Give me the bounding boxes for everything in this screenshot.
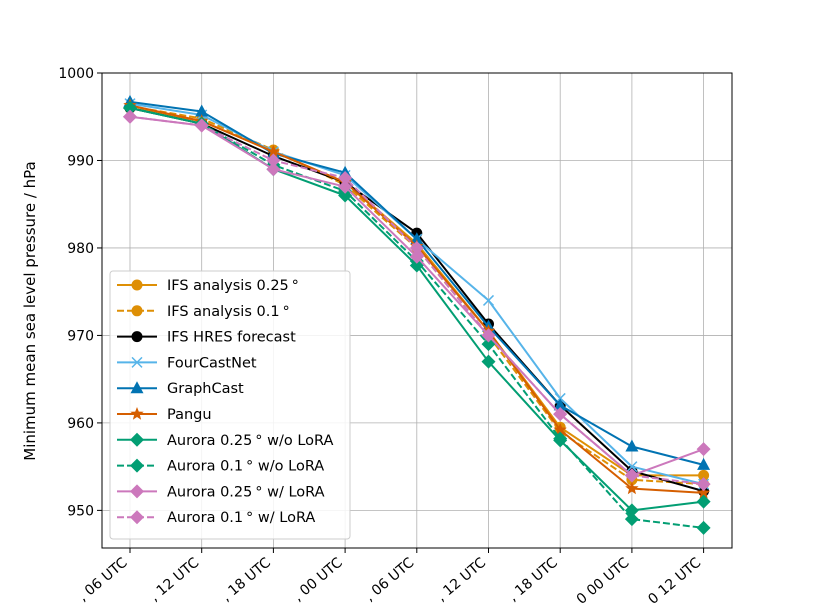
data-point (625, 439, 639, 452)
x-tick-label: , 00 UTC (290, 555, 346, 605)
data-point (482, 294, 495, 306)
legend-label: GraphCast (167, 381, 244, 397)
legend-label: FourCastNet (167, 355, 257, 371)
data-point (194, 118, 209, 133)
x-tick-label: 0 12 UTC (645, 555, 704, 608)
y-axis-label: Minimum mean sea level pressure / hPa (21, 161, 39, 460)
y-tick-label: 970 (67, 328, 94, 344)
y-tick-label: 990 (67, 153, 94, 169)
data-point (696, 442, 711, 457)
legend-marker (130, 484, 144, 499)
legend: IFS analysis 0.25 ° IFS analysis 0.1 ° IFS… (109, 270, 351, 540)
data-point (481, 328, 496, 343)
legend-label: Aurora 0.25 ° w/ LoRA (167, 484, 325, 500)
data-point (625, 481, 639, 495)
legend-label: IFS HRES forecast (167, 330, 296, 346)
legend-box (109, 270, 351, 540)
y-tick-label: 960 (67, 416, 94, 432)
x-axis: , 06 UTC , 12 UTC , 18 UTC , 00 UTC , 06 UTC… (75, 548, 704, 608)
data-point (481, 354, 496, 369)
data-point (195, 104, 209, 117)
legend-item: IFS HRES forecast (117, 330, 296, 346)
legend-label: Pangu (167, 407, 212, 423)
legend-label: Aurora 0.1 ° w/o LoRA (167, 459, 324, 475)
data-point (553, 422, 567, 436)
legend-item: IFS analysis 0.25 ° (117, 278, 299, 294)
legend-marker (131, 331, 143, 343)
legend-item: Aurora 0.1 ° w/o LoRA (117, 458, 324, 475)
data-point (626, 461, 638, 473)
data-point (266, 144, 281, 158)
legend-label: IFS analysis 0.25 ° (167, 278, 299, 294)
y-tick-label: 950 (67, 503, 94, 519)
data-point (409, 240, 424, 255)
legend-marker (130, 432, 144, 447)
data-point (410, 232, 424, 245)
x-tick-label: , 12 UTC (434, 555, 490, 605)
data-point (553, 398, 567, 411)
y-tick-label: 980 (67, 241, 94, 257)
data-point (266, 153, 281, 168)
x-tick-label: , 06 UTC (75, 555, 131, 605)
legend-label: IFS analysis 0.1 ° (167, 304, 290, 320)
legend-marker (130, 458, 144, 473)
data-point (123, 100, 137, 115)
legend-label: Aurora 0.25 ° w/o LoRA (167, 433, 334, 449)
legend-marker (131, 305, 143, 317)
data-point (338, 170, 353, 185)
y-axis: 950 960 970 980 990 1000 (58, 66, 102, 519)
legend-marker (130, 510, 144, 525)
series-layer (123, 94, 711, 535)
data-point (123, 109, 137, 124)
data-point (553, 407, 568, 422)
x-tick-label: 0 00 UTC (574, 555, 633, 608)
x-tick-label: , 18 UTC (505, 555, 561, 605)
data-point (696, 494, 711, 509)
x-tick-label: , 06 UTC (362, 555, 418, 605)
series-9 (123, 109, 711, 492)
legend-marker (130, 381, 144, 394)
data-point (696, 485, 711, 499)
legend-item: Pangu (117, 407, 212, 423)
legend-item: IFS analysis 0.1 ° (117, 304, 290, 320)
data-point (624, 468, 639, 483)
data-point (553, 431, 568, 446)
legend-marker (130, 407, 144, 420)
data-point (698, 469, 710, 481)
legend-marker (131, 279, 143, 291)
data-point (338, 179, 353, 194)
data-point (624, 512, 639, 527)
legend-item: FourCastNet (117, 355, 257, 371)
legend-item: Aurora 0.25 ° w/ LoRA (117, 484, 325, 500)
legend-label: Aurora 0.1 ° w/ LoRA (167, 510, 315, 526)
legend-item: Aurora 0.25 ° w/o LoRA (117, 432, 334, 449)
legend-item: GraphCast (117, 381, 244, 397)
legend-item: Aurora 0.1 ° w/ LoRA (117, 510, 315, 526)
data-point (266, 162, 281, 177)
x-tick-label: , 18 UTC (219, 555, 275, 605)
data-point (696, 520, 711, 535)
y-tick-label: 1000 (58, 66, 94, 82)
data-point (697, 457, 711, 470)
legend-marker (131, 356, 143, 368)
data-point (696, 477, 711, 492)
x-tick-label: , 12 UTC (147, 555, 203, 605)
